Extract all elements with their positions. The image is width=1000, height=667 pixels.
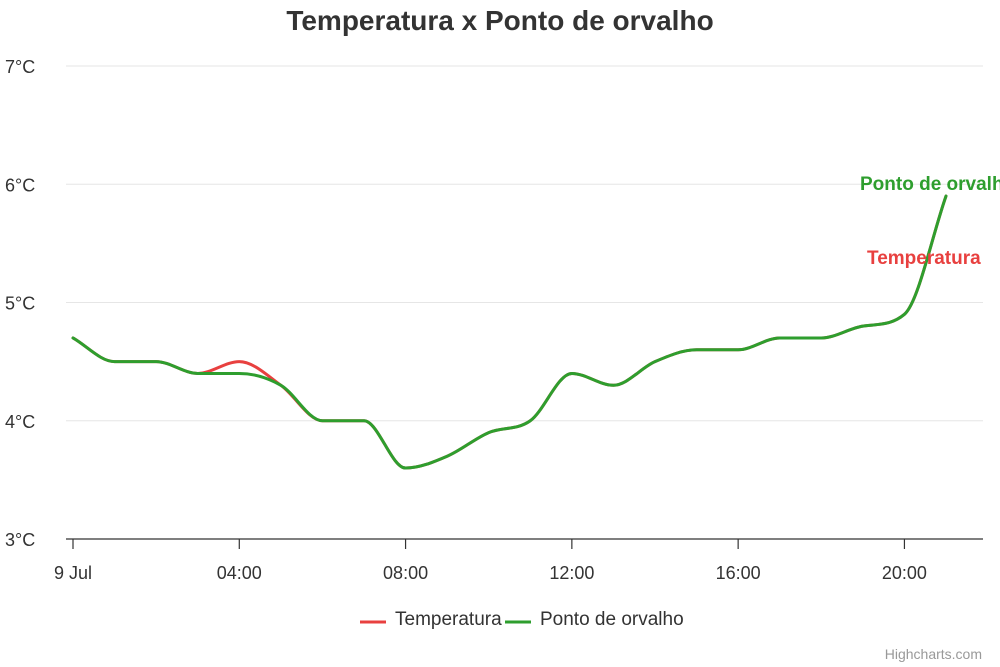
legend-item[interactable]: Ponto de orvalho	[505, 609, 684, 630]
legend: Temperatura Ponto de orvalho	[360, 609, 684, 630]
plot-area	[71, 194, 948, 470]
series-labels: Ponto de orvalho Temperatura	[860, 174, 1000, 269]
y-tick-label: 7°C	[5, 57, 35, 77]
y-tick-label: 3°C	[5, 530, 35, 550]
legend-label: Ponto de orvalho	[540, 609, 684, 630]
legend-label: Temperatura	[395, 609, 502, 630]
series-end-label: Ponto de orvalho	[860, 174, 1000, 195]
credits-link[interactable]: Highcharts.com	[885, 646, 982, 662]
y-tick-label: 5°C	[5, 294, 35, 314]
x-tick-label: 16:00	[716, 563, 761, 583]
chart-title: Temperatura x Ponto de orvalho	[286, 5, 713, 36]
x-tick-label: 12:00	[549, 563, 594, 583]
series-end-label: Temperatura	[867, 248, 981, 269]
x-tick-label: 04:00	[217, 563, 262, 583]
x-tick-label: 08:00	[383, 563, 428, 583]
x-tick-label: 20:00	[882, 563, 927, 583]
y-axis: 3°C 4°C 5°C 6°C 7°C	[5, 57, 35, 550]
grid	[66, 65, 983, 422]
x-tick-label: 9 Jul	[54, 563, 92, 583]
legend-item[interactable]: Temperatura	[360, 609, 502, 630]
series-line-ponto-de-orvalho[interactable]	[71, 194, 948, 470]
y-tick-label: 4°C	[5, 412, 35, 432]
y-tick-label: 6°C	[5, 175, 35, 195]
x-axis: 9 Jul 04:00 08:00 12:00 16:00 20:00	[54, 539, 927, 583]
